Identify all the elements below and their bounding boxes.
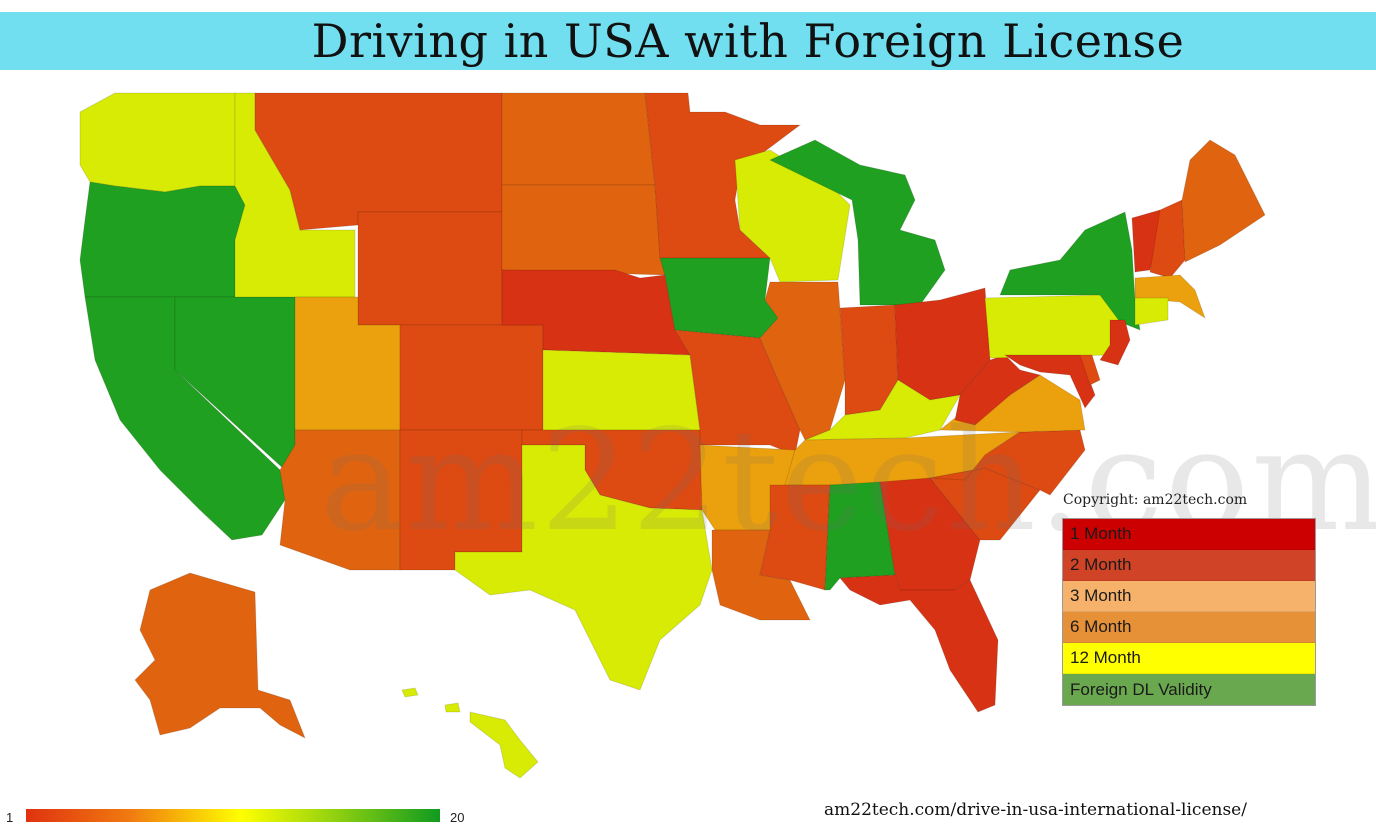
state-hi[interactable] bbox=[469, 711, 539, 779]
title-bar: Driving in USA with Foreign License bbox=[0, 12, 1376, 70]
legend-row-12-month: 12 Month bbox=[1063, 643, 1315, 674]
scale-max-label: 20 bbox=[450, 810, 465, 825]
state-nj[interactable] bbox=[1099, 319, 1131, 366]
state-ak[interactable] bbox=[134, 572, 306, 740]
state-nh[interactable] bbox=[1149, 199, 1186, 279]
state-il[interactable] bbox=[759, 281, 846, 441]
state-co[interactable] bbox=[399, 324, 544, 431]
legend: 1 Month 2 Month 3 Month 6 Month 12 Month… bbox=[1062, 518, 1316, 706]
state-nd[interactable] bbox=[501, 92, 656, 186]
legend-label: Foreign DL Validity bbox=[1070, 679, 1212, 699]
scale-min-label: 1 bbox=[6, 810, 14, 825]
scale-gradient-bar bbox=[26, 809, 440, 822]
state-az[interactable] bbox=[279, 429, 401, 571]
state-ny[interactable] bbox=[999, 211, 1141, 331]
state-wv[interactable] bbox=[954, 354, 1042, 426]
legend-row-foreign-dl-validity: Foreign DL Validity bbox=[1063, 674, 1315, 705]
state-sd[interactable] bbox=[501, 184, 666, 276]
legend-row-3-month: 3 Month bbox=[1063, 581, 1315, 612]
state-nm[interactable] bbox=[399, 429, 523, 571]
legend-label: 2 Month bbox=[1070, 555, 1132, 574]
state-wy[interactable] bbox=[357, 211, 503, 326]
state-fl[interactable] bbox=[838, 574, 999, 713]
legend-row-2-month: 2 Month bbox=[1063, 550, 1315, 581]
state-hi-isle-1[interactable] bbox=[401, 687, 419, 698]
us-map-svg bbox=[79, 92, 1266, 779]
source-url: am22tech.com/drive-in-usa-international-… bbox=[824, 800, 1247, 820]
state-pa[interactable] bbox=[984, 294, 1121, 359]
legend-label: 3 Month bbox=[1070, 586, 1132, 605]
state-ky[interactable] bbox=[804, 379, 961, 441]
state-hi-isle-2[interactable] bbox=[444, 702, 461, 713]
page-title: Driving in USA with Foreign License bbox=[311, 14, 1185, 68]
state-or[interactable] bbox=[79, 181, 246, 298]
state-ks[interactable] bbox=[542, 349, 701, 431]
legend-label: 1 Month bbox=[1070, 524, 1132, 543]
color-scale: 1 20 bbox=[0, 806, 480, 828]
state-ms[interactable] bbox=[759, 484, 831, 591]
state-tx[interactable] bbox=[454, 444, 713, 691]
state-ct[interactable] bbox=[1134, 297, 1169, 326]
state-wa[interactable] bbox=[79, 92, 236, 193]
legend-row-6-month: 6 Month bbox=[1063, 612, 1315, 643]
copyright-text: Copyright: am22tech.com bbox=[1063, 492, 1248, 508]
legend-label: 12 Month bbox=[1070, 648, 1141, 667]
state-mi[interactable] bbox=[768, 139, 946, 306]
state-me[interactable] bbox=[1181, 139, 1266, 263]
state-nc[interactable] bbox=[929, 429, 1086, 496]
legend-row-1-month: 1 Month bbox=[1063, 519, 1315, 550]
us-map: am22tech.com bbox=[0, 70, 1376, 840]
state-de[interactable] bbox=[1079, 354, 1101, 386]
state-ia[interactable] bbox=[659, 257, 779, 339]
legend-label: 6 Month bbox=[1070, 617, 1132, 636]
